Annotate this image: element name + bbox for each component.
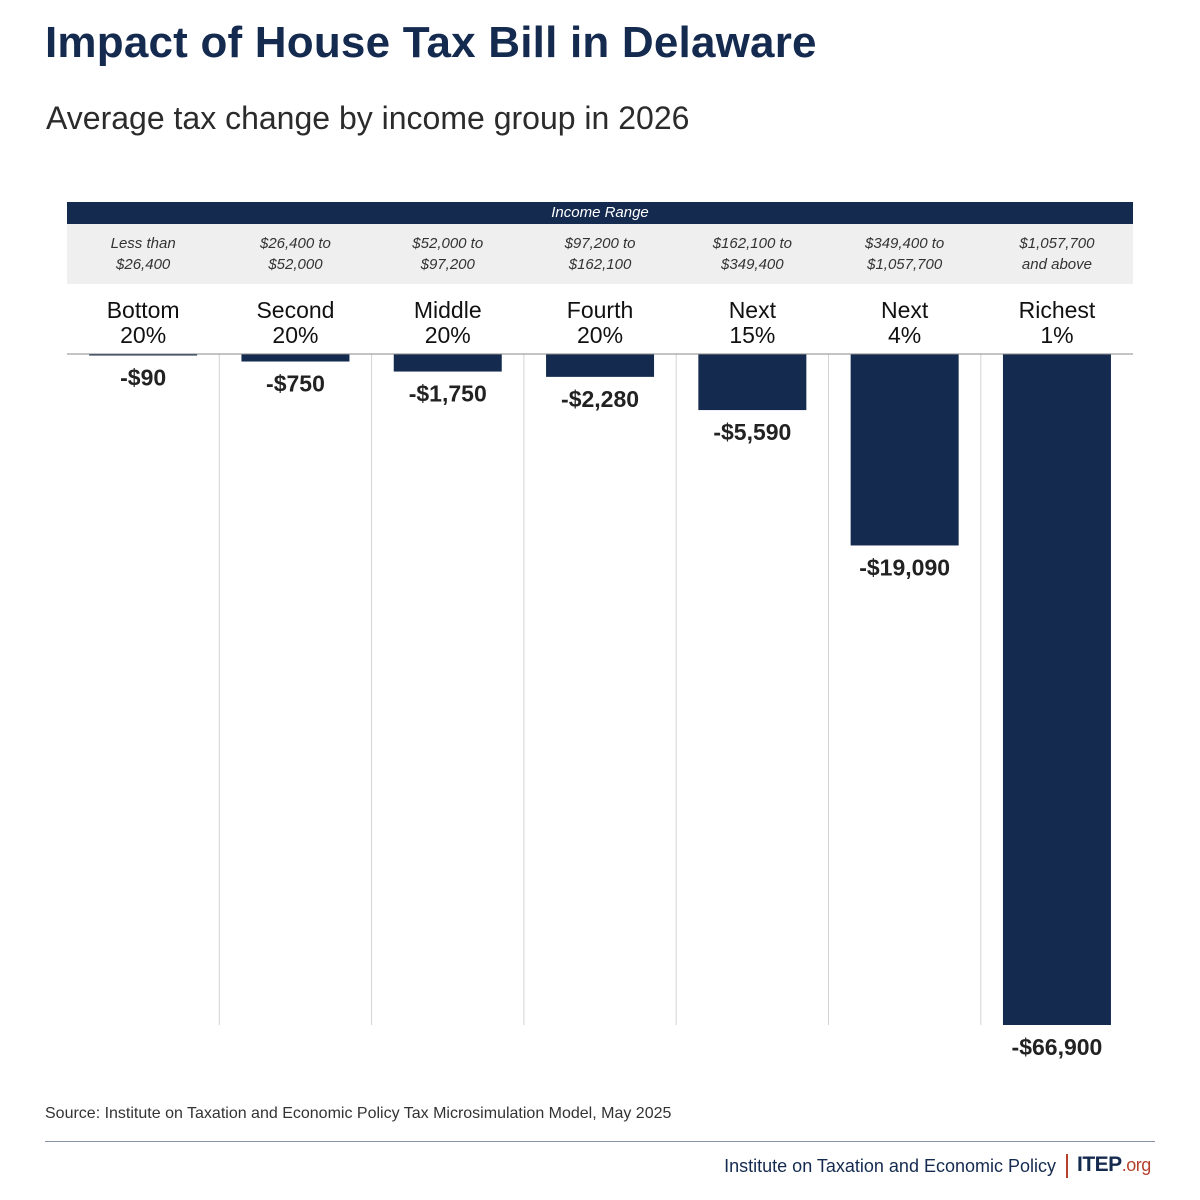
category-label: 20% [577, 322, 623, 348]
chart-subtitle: Average tax change by income group in 20… [46, 100, 690, 136]
income-range-label: $162,100 [568, 256, 632, 273]
income-range-label: $26,400 to [259, 235, 331, 252]
category-label: Next [881, 297, 929, 323]
category-label: Second [256, 297, 334, 323]
bar [1002, 354, 1111, 1025]
category-label: 20% [120, 322, 166, 348]
bar [241, 354, 350, 362]
value-label: -$1,750 [409, 381, 487, 407]
footer-org-name: Institute on Taxation and Economic Polic… [724, 1156, 1056, 1176]
income-range-label: $52,000 [267, 256, 323, 273]
chart-title: Impact of House Tax Bill in Delaware [45, 18, 817, 67]
category-label: 20% [272, 322, 318, 348]
bar [89, 354, 198, 356]
income-range-header: Income Range [67, 202, 1133, 224]
value-label: -$750 [266, 371, 325, 397]
income-range-label: $349,400 [720, 256, 784, 273]
value-label: -$90 [120, 365, 166, 391]
income-range-label: $1,057,700 [1018, 235, 1095, 252]
bar [393, 354, 502, 372]
income-range-label: Less than [111, 235, 176, 252]
income-range-label: $26,400 [115, 256, 171, 273]
income-range-label: and above [1022, 256, 1092, 273]
value-label: -$19,090 [859, 554, 950, 580]
logo-suffix: .org [1121, 1155, 1152, 1175]
category-label: Middle [414, 297, 482, 323]
category-label: 15% [729, 322, 775, 348]
category-label: Next [729, 297, 777, 323]
footer-separator [1066, 1154, 1068, 1178]
income-range-band [67, 224, 1133, 284]
income-range-label: $162,100 to [712, 235, 792, 252]
bar [546, 354, 655, 377]
category-label: 20% [425, 322, 471, 348]
value-label: -$66,900 [1012, 1034, 1103, 1060]
logo-main: ITEP [1077, 1153, 1122, 1176]
income-range-label: $97,200 [420, 256, 476, 273]
value-label: -$5,590 [713, 419, 791, 445]
footer-divider [45, 1141, 1155, 1142]
itep-logo[interactable]: ITEP.org [1077, 1153, 1151, 1177]
income-range-label: $52,000 to [411, 235, 483, 252]
category-label: Bottom [107, 297, 180, 323]
bar [850, 354, 959, 546]
category-label: Fourth [567, 297, 633, 323]
income-range-label: $1,057,700 [866, 256, 943, 273]
bar [698, 354, 807, 411]
income-range-label: $97,200 to [564, 235, 636, 252]
value-label: -$2,280 [561, 386, 639, 412]
source-note: Source: Institute on Taxation and Econom… [45, 1105, 672, 1122]
category-label: 1% [1040, 322, 1073, 348]
income-range-label: $349,400 to [864, 235, 944, 252]
category-label: 4% [888, 322, 921, 348]
category-label: Richest [1019, 297, 1096, 323]
